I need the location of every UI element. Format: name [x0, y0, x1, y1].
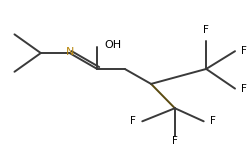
Text: F: F	[210, 116, 216, 126]
Text: F: F	[172, 136, 178, 146]
Text: F: F	[241, 84, 247, 94]
Text: N: N	[66, 48, 74, 58]
Text: F: F	[241, 46, 247, 56]
Text: F: F	[130, 116, 136, 126]
Text: OH: OH	[104, 40, 121, 50]
Text: F: F	[203, 25, 209, 35]
